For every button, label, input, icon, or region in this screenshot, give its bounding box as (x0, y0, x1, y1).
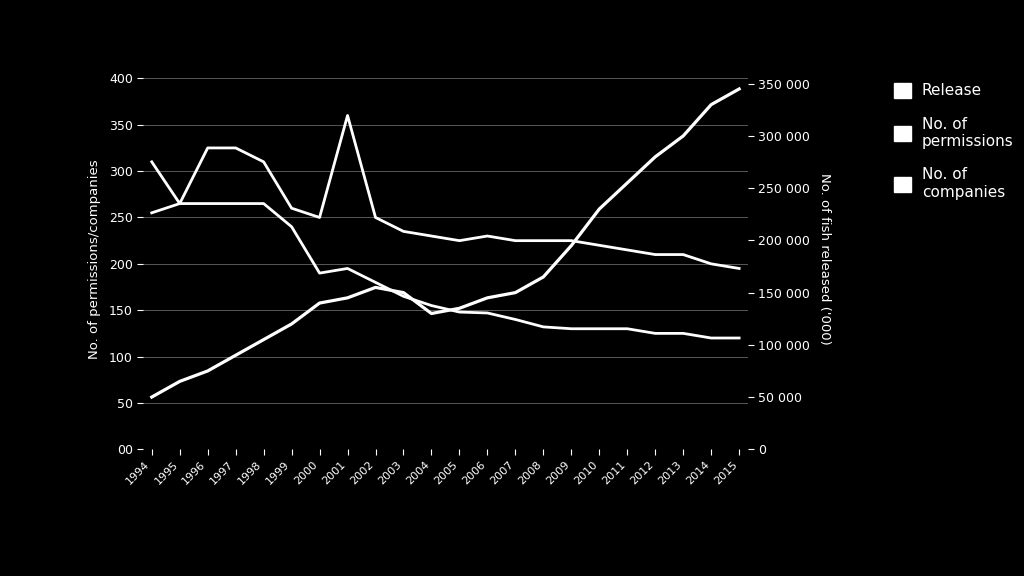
Legend: Release, No. of
permissions, No. of
companies: Release, No. of permissions, No. of comp… (888, 77, 1020, 206)
Y-axis label: No. of fish released ('000): No. of fish released ('000) (817, 173, 830, 345)
Y-axis label: No. of permissions/companies: No. of permissions/companies (88, 160, 100, 359)
